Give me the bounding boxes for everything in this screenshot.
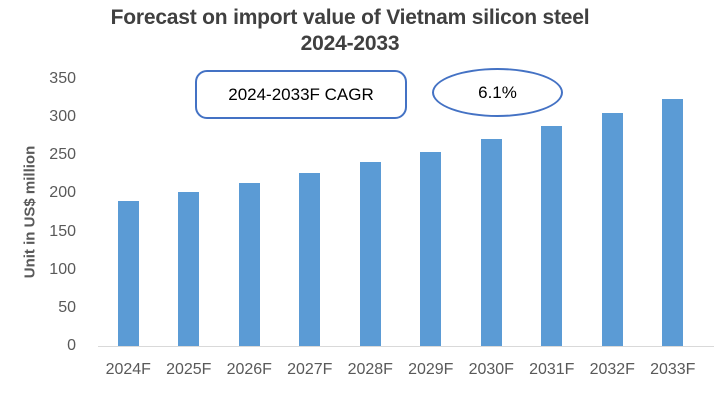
bar-2028F: [359, 162, 381, 346]
x-tick-label-2029F: 2029F: [408, 361, 454, 378]
y-tick-label-250: 250: [49, 146, 76, 164]
bar-slot: [582, 79, 643, 346]
bar-2024F: [117, 201, 139, 346]
bar-slot: [98, 79, 159, 346]
bar-slot: [280, 79, 341, 346]
chart-title: Forecast on import value of Vietnam sili…: [0, 5, 700, 57]
x-axis-labels: 2024F 2025F 2026F 2027F 2028F 2029F 2030F 2031F…: [98, 360, 703, 380]
y-tick-label-350: 350: [49, 70, 76, 87]
x-tick-label-2028F: 2028F: [347, 361, 393, 378]
bar-slot: [159, 79, 220, 346]
x-axis-line: [98, 346, 714, 347]
cagr-value-ellipse: 6.1%: [432, 68, 563, 117]
bar-slot: [522, 79, 583, 346]
x-tick-label-2026F: 2026F: [226, 361, 272, 378]
y-tick-label-150: 150: [49, 222, 76, 240]
plot-area: [98, 79, 703, 346]
bar-2029F: [420, 151, 442, 346]
y-axis-title: Unit in US$ million: [21, 145, 39, 279]
bar-2030F: [480, 139, 502, 346]
cagr-value-label: 6.1%: [478, 82, 517, 102]
x-tick-label-2024F: 2024F: [105, 361, 151, 378]
bar-2026F: [238, 182, 260, 346]
bar-slot: [401, 79, 462, 346]
chart-title-line2: 2024-2033: [300, 32, 400, 55]
cagr-callout-box: 2024-2033F CAGR: [195, 70, 407, 119]
bar-2033F: [662, 98, 684, 346]
bar-slot: [219, 79, 280, 346]
cagr-box-label: 2024-2033F CAGR: [228, 84, 374, 104]
y-tick-label-100: 100: [49, 260, 76, 278]
x-tick-label-2027F: 2027F: [287, 361, 333, 378]
x-tick-label-2025F: 2025F: [166, 361, 212, 378]
x-tick-label-2031F: 2031F: [529, 361, 575, 378]
bar-2025F: [178, 191, 200, 346]
chart-title-line1: Forecast on import value of Vietnam sili…: [110, 6, 590, 29]
bar-2032F: [601, 113, 623, 346]
bar-slot: [340, 79, 401, 346]
x-tick-label-2030F: 2030F: [468, 361, 514, 378]
x-tick-label-2033F: 2033F: [650, 361, 696, 378]
bar-2031F: [541, 126, 563, 346]
y-tick-label-0: 0: [67, 337, 76, 354]
x-tick-label-2032F: 2032F: [589, 361, 635, 378]
y-tick-label-300: 300: [49, 108, 76, 126]
y-tick-label-200: 200: [49, 184, 76, 202]
y-tick-label-50: 50: [58, 298, 76, 316]
bar-slot: [643, 79, 704, 346]
bar-2027F: [299, 172, 321, 346]
bar-slot: [461, 79, 522, 346]
